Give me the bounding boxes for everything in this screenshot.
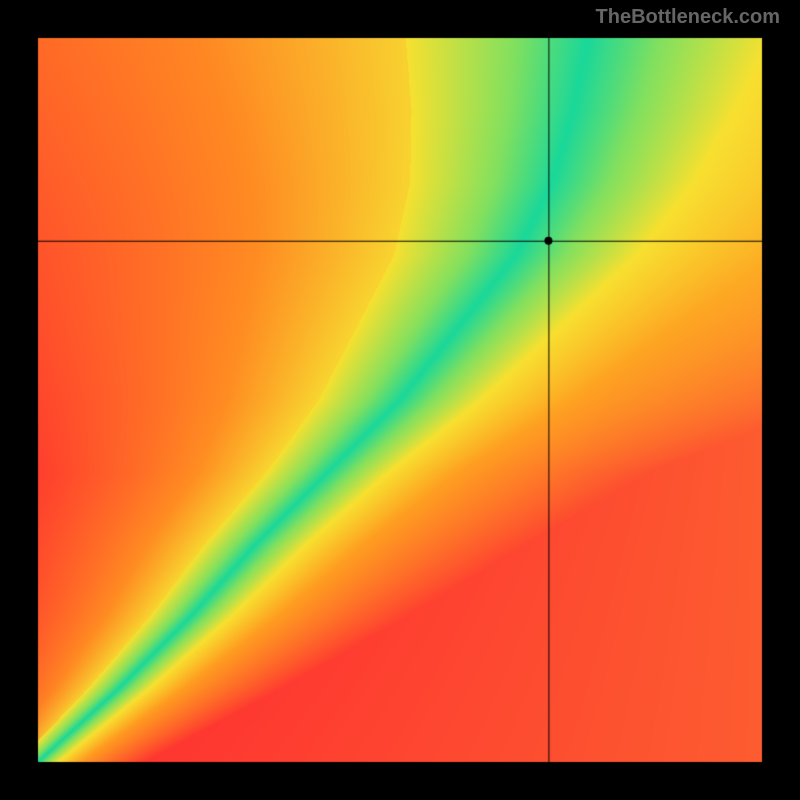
watermark-text: TheBottleneck.com xyxy=(596,6,780,29)
chart-container: TheBottleneck.com xyxy=(0,0,800,800)
heatmap-canvas xyxy=(0,0,800,800)
